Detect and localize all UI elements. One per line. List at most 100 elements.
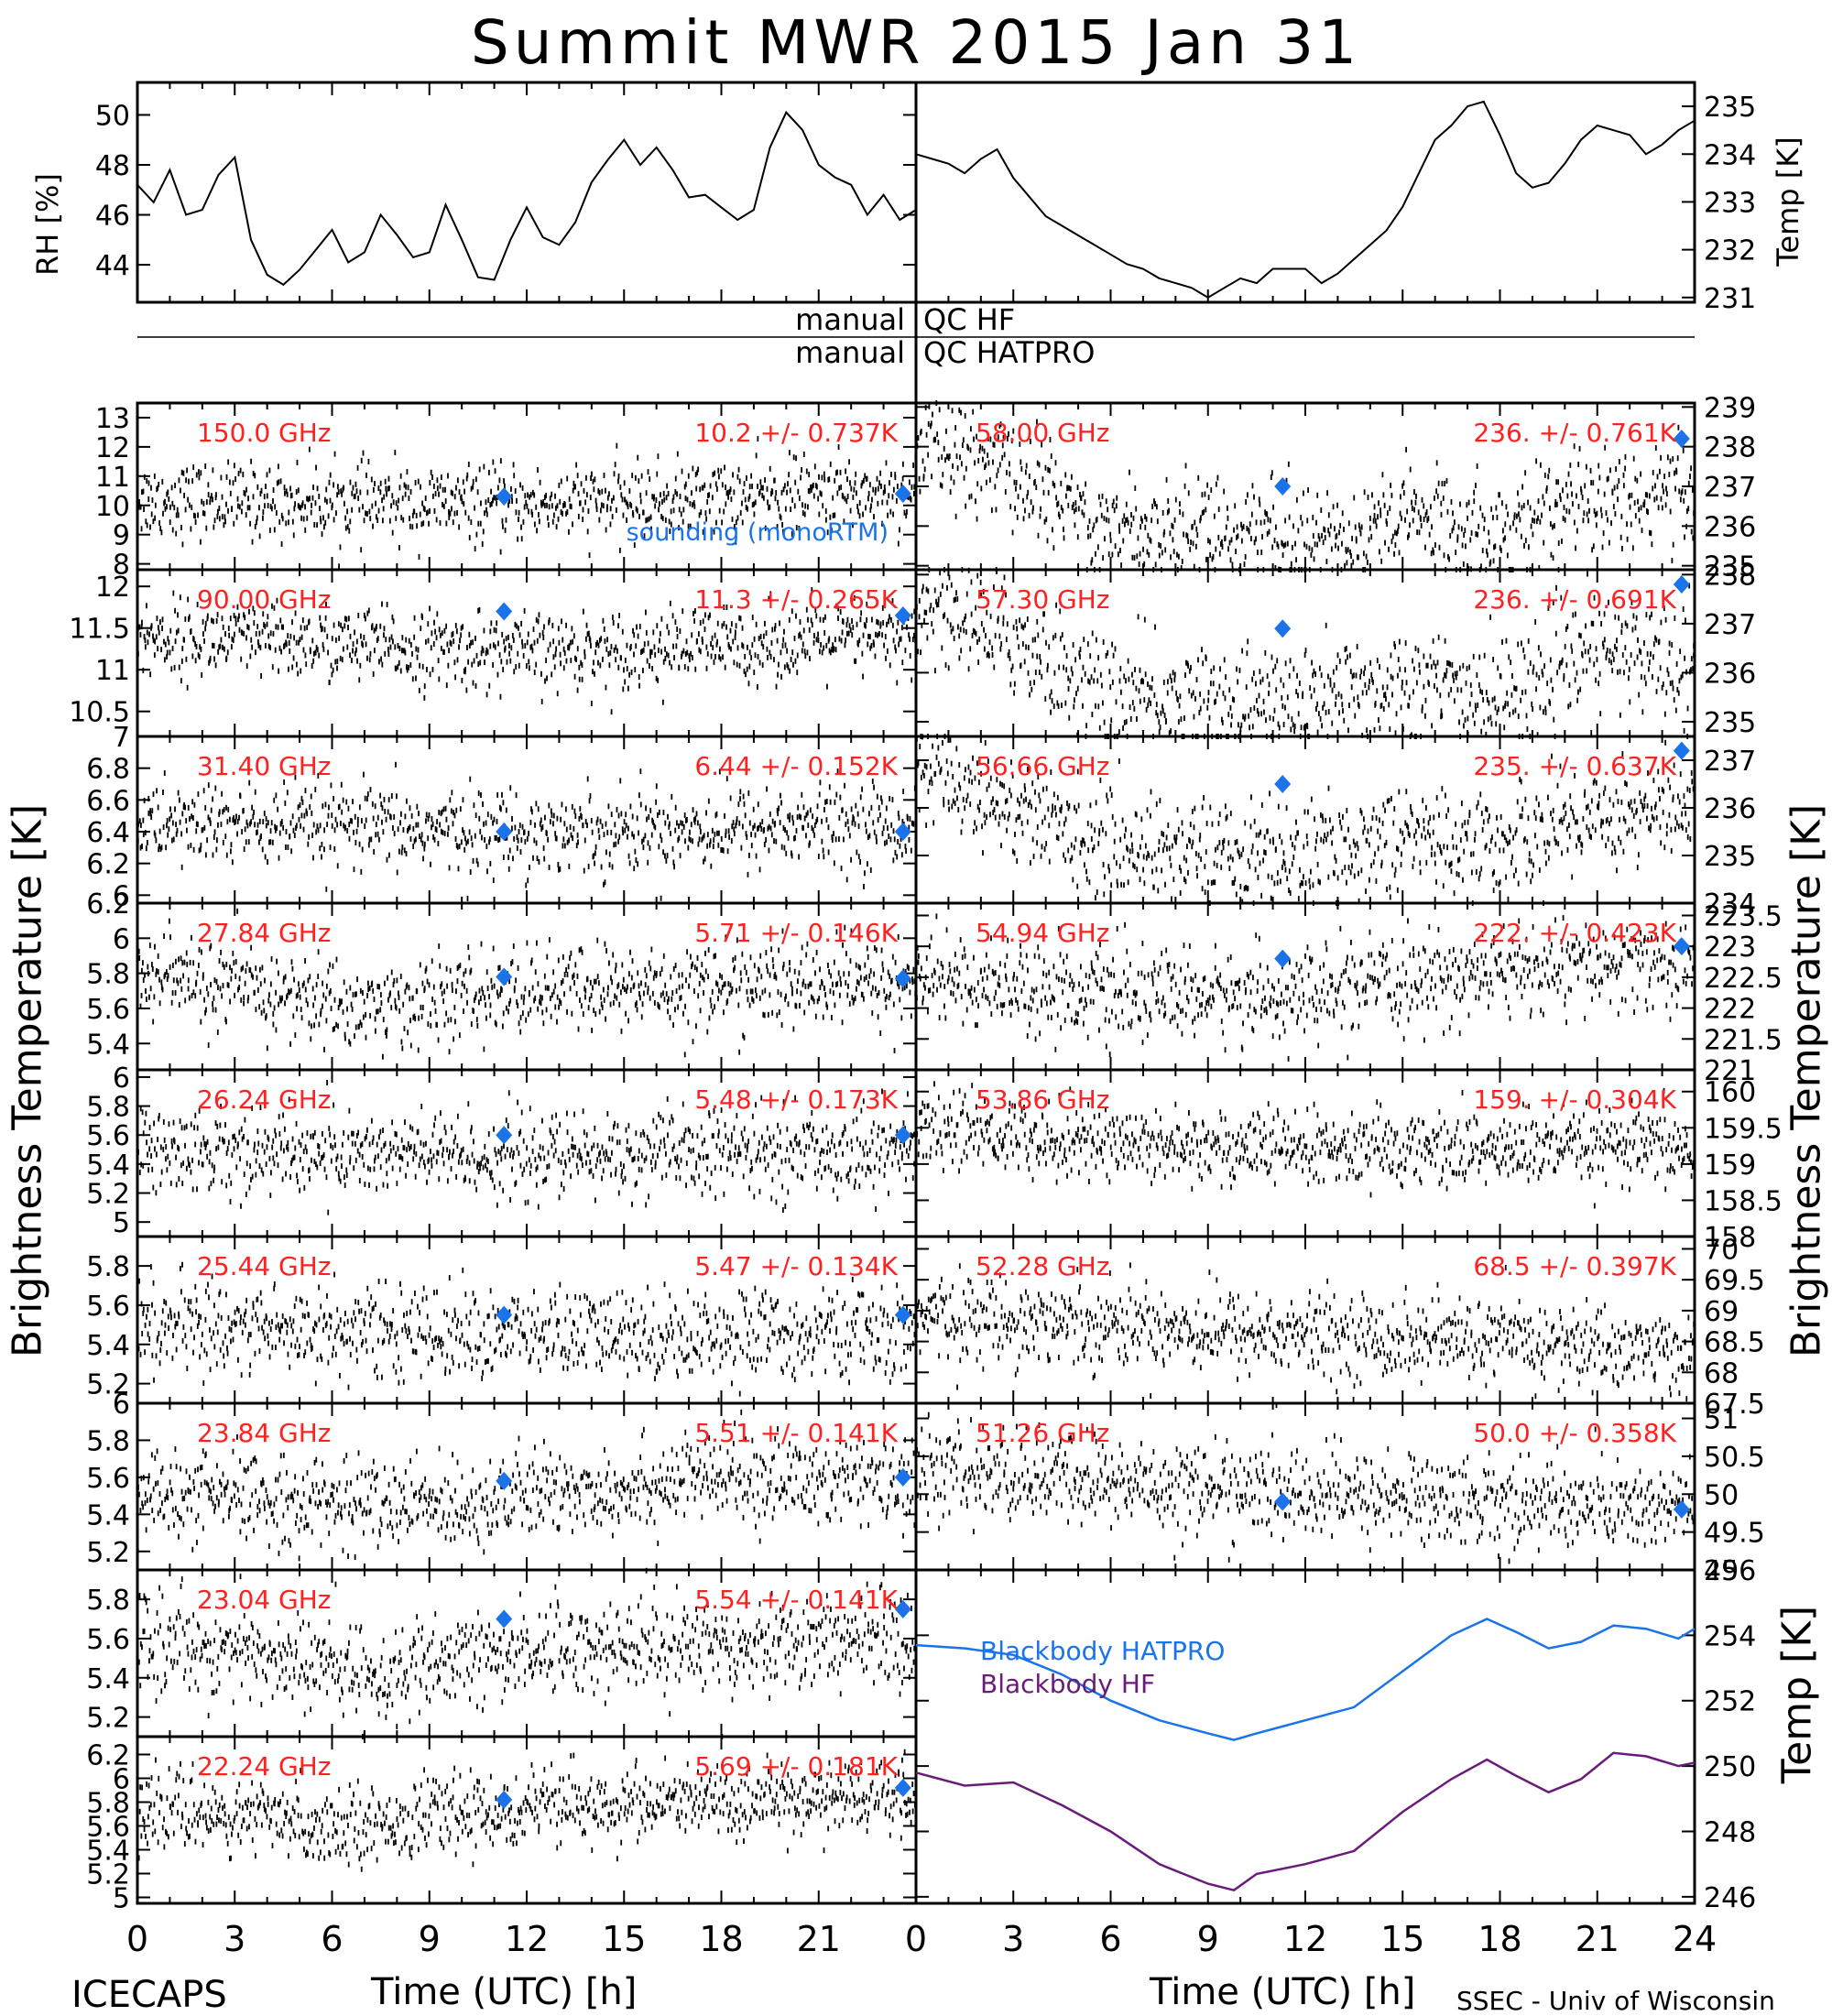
hat_2624-data-point (147, 1152, 148, 1158)
hf_150-data-point (364, 518, 365, 523)
hat_3140-data-point (546, 831, 548, 836)
hat_3140-data-point (442, 830, 444, 835)
hat_2624-data-point (658, 1112, 660, 1117)
hat_2784-data-point (582, 950, 583, 955)
hat_2624-data-point (678, 1164, 680, 1170)
hf_90-data-point (334, 659, 336, 665)
hf_150-data-point (704, 510, 706, 516)
hat_2784-data-point (868, 974, 870, 979)
hf_90-data-point (350, 634, 352, 639)
hf_150-data-point (850, 486, 852, 492)
hf_90-data-point (205, 621, 207, 627)
hf_150-data-point (338, 489, 340, 495)
hat_3140-data-point (409, 805, 411, 811)
hat_2784-data-point (808, 984, 810, 989)
hat_3140-data-point (643, 837, 645, 843)
hat_2624-data-point (526, 1161, 528, 1167)
hat_2624-data-point (842, 1151, 844, 1157)
hat_3140-data-point (482, 801, 484, 807)
hf_150-data-point (223, 522, 224, 528)
hf_90-data-point (775, 623, 777, 628)
hat_2784-data-point (536, 941, 538, 946)
hf_90-data-point (527, 639, 529, 645)
hf_90-data-point (180, 678, 182, 683)
hf_150-data-point (709, 508, 711, 514)
hf_150-data-point (341, 492, 343, 497)
hf_90-data-point (267, 614, 268, 619)
hf_90-data-point (461, 626, 463, 631)
hat_3140-data-point (566, 827, 568, 833)
hat_3140-data-point (624, 828, 626, 834)
hat_2624-data-point (888, 1191, 889, 1196)
hat_2624-data-point (792, 1166, 794, 1171)
hat_3140-data-point (398, 826, 399, 832)
hat_2784-data-point (667, 1008, 669, 1014)
hat_3140-data-point (801, 792, 802, 798)
hat_2784-data-point (858, 980, 860, 986)
hf_90-data-point (740, 616, 742, 621)
hat_2784-data-point (381, 1000, 383, 1006)
hat_3140-data-point (346, 828, 348, 834)
hat_2784-data-point (344, 979, 345, 985)
hf_90-data-point (228, 633, 230, 638)
hat_2784-data-point (811, 981, 812, 986)
hat_2784-data-point (529, 990, 530, 996)
hat_2624-data-point (688, 1147, 690, 1152)
hat_2784-data-point (173, 977, 175, 983)
hat_2624-data-point (393, 1145, 395, 1150)
hf_90-data-point (823, 617, 824, 623)
hf_90-data-point (605, 685, 607, 691)
hat_3140-data-point (660, 837, 662, 843)
hf_150-data-point (254, 473, 256, 478)
hf_150-data-point (847, 494, 849, 499)
hat_3140-data-point (325, 801, 327, 807)
hf_150-data-point (778, 506, 780, 511)
hf_90-data-point (165, 642, 167, 648)
hat_2624-data-point (160, 1144, 162, 1150)
hat_3140-data-point (588, 864, 590, 869)
hf_90-data-point (413, 635, 415, 640)
hf_90-data-point (484, 627, 485, 633)
hat_3140-data-point (890, 823, 892, 828)
hf_90-data-point (533, 627, 535, 632)
hat_2784-data-point (517, 1003, 518, 1008)
hf_90-data-point (349, 652, 351, 658)
hat_2624-data-point (622, 1179, 624, 1184)
hat_2624-data-point (872, 1139, 874, 1145)
hat_2624-data-point (426, 1180, 428, 1185)
hf_90-data-point (352, 648, 354, 654)
hat_2624-data-point (555, 1148, 557, 1153)
hat_2624-data-point (649, 1143, 651, 1149)
hf_90-data-point (906, 625, 908, 630)
hf_150-data-point (486, 512, 488, 518)
hat_3140-data-point (391, 793, 393, 799)
hat_2784-data-point (322, 1004, 323, 1009)
hat_2784-data-point (160, 979, 162, 985)
hat_2624-ytick-label: 5 (113, 1207, 130, 1239)
hf_90-data-point (215, 662, 217, 668)
hf_150-data-point (282, 516, 284, 521)
hat_2784-data-point (476, 1017, 478, 1022)
hf_150-data-point (802, 502, 803, 507)
hat_2784-data-point (664, 997, 666, 1002)
hat_3140-data-point (551, 812, 553, 818)
hf_90-data-point (187, 596, 189, 602)
hf_90-data-point (777, 672, 779, 678)
hf_150-data-point (893, 487, 895, 493)
hf_150-data-point (714, 471, 715, 476)
hat_2784-data-point (864, 976, 866, 982)
hf_90-data-point (871, 643, 873, 648)
hat_2624-data-point (246, 1161, 248, 1166)
hf_90-data-point (702, 639, 703, 645)
hat_2624-data-point (705, 1154, 707, 1160)
hat_2624-data-point (209, 1159, 211, 1164)
hat_3140-data-point (387, 810, 389, 815)
hf_90-data-point (305, 652, 307, 658)
hat_3140-data-point (364, 823, 365, 829)
hat_2784-data-point (687, 1019, 689, 1025)
hf_90-data-point (474, 636, 476, 641)
hat_2784-data-point (400, 974, 402, 979)
hf_150-data-point (775, 490, 777, 496)
hat_3140-data-point (463, 797, 464, 802)
hat_2784-data-point (442, 998, 444, 1004)
